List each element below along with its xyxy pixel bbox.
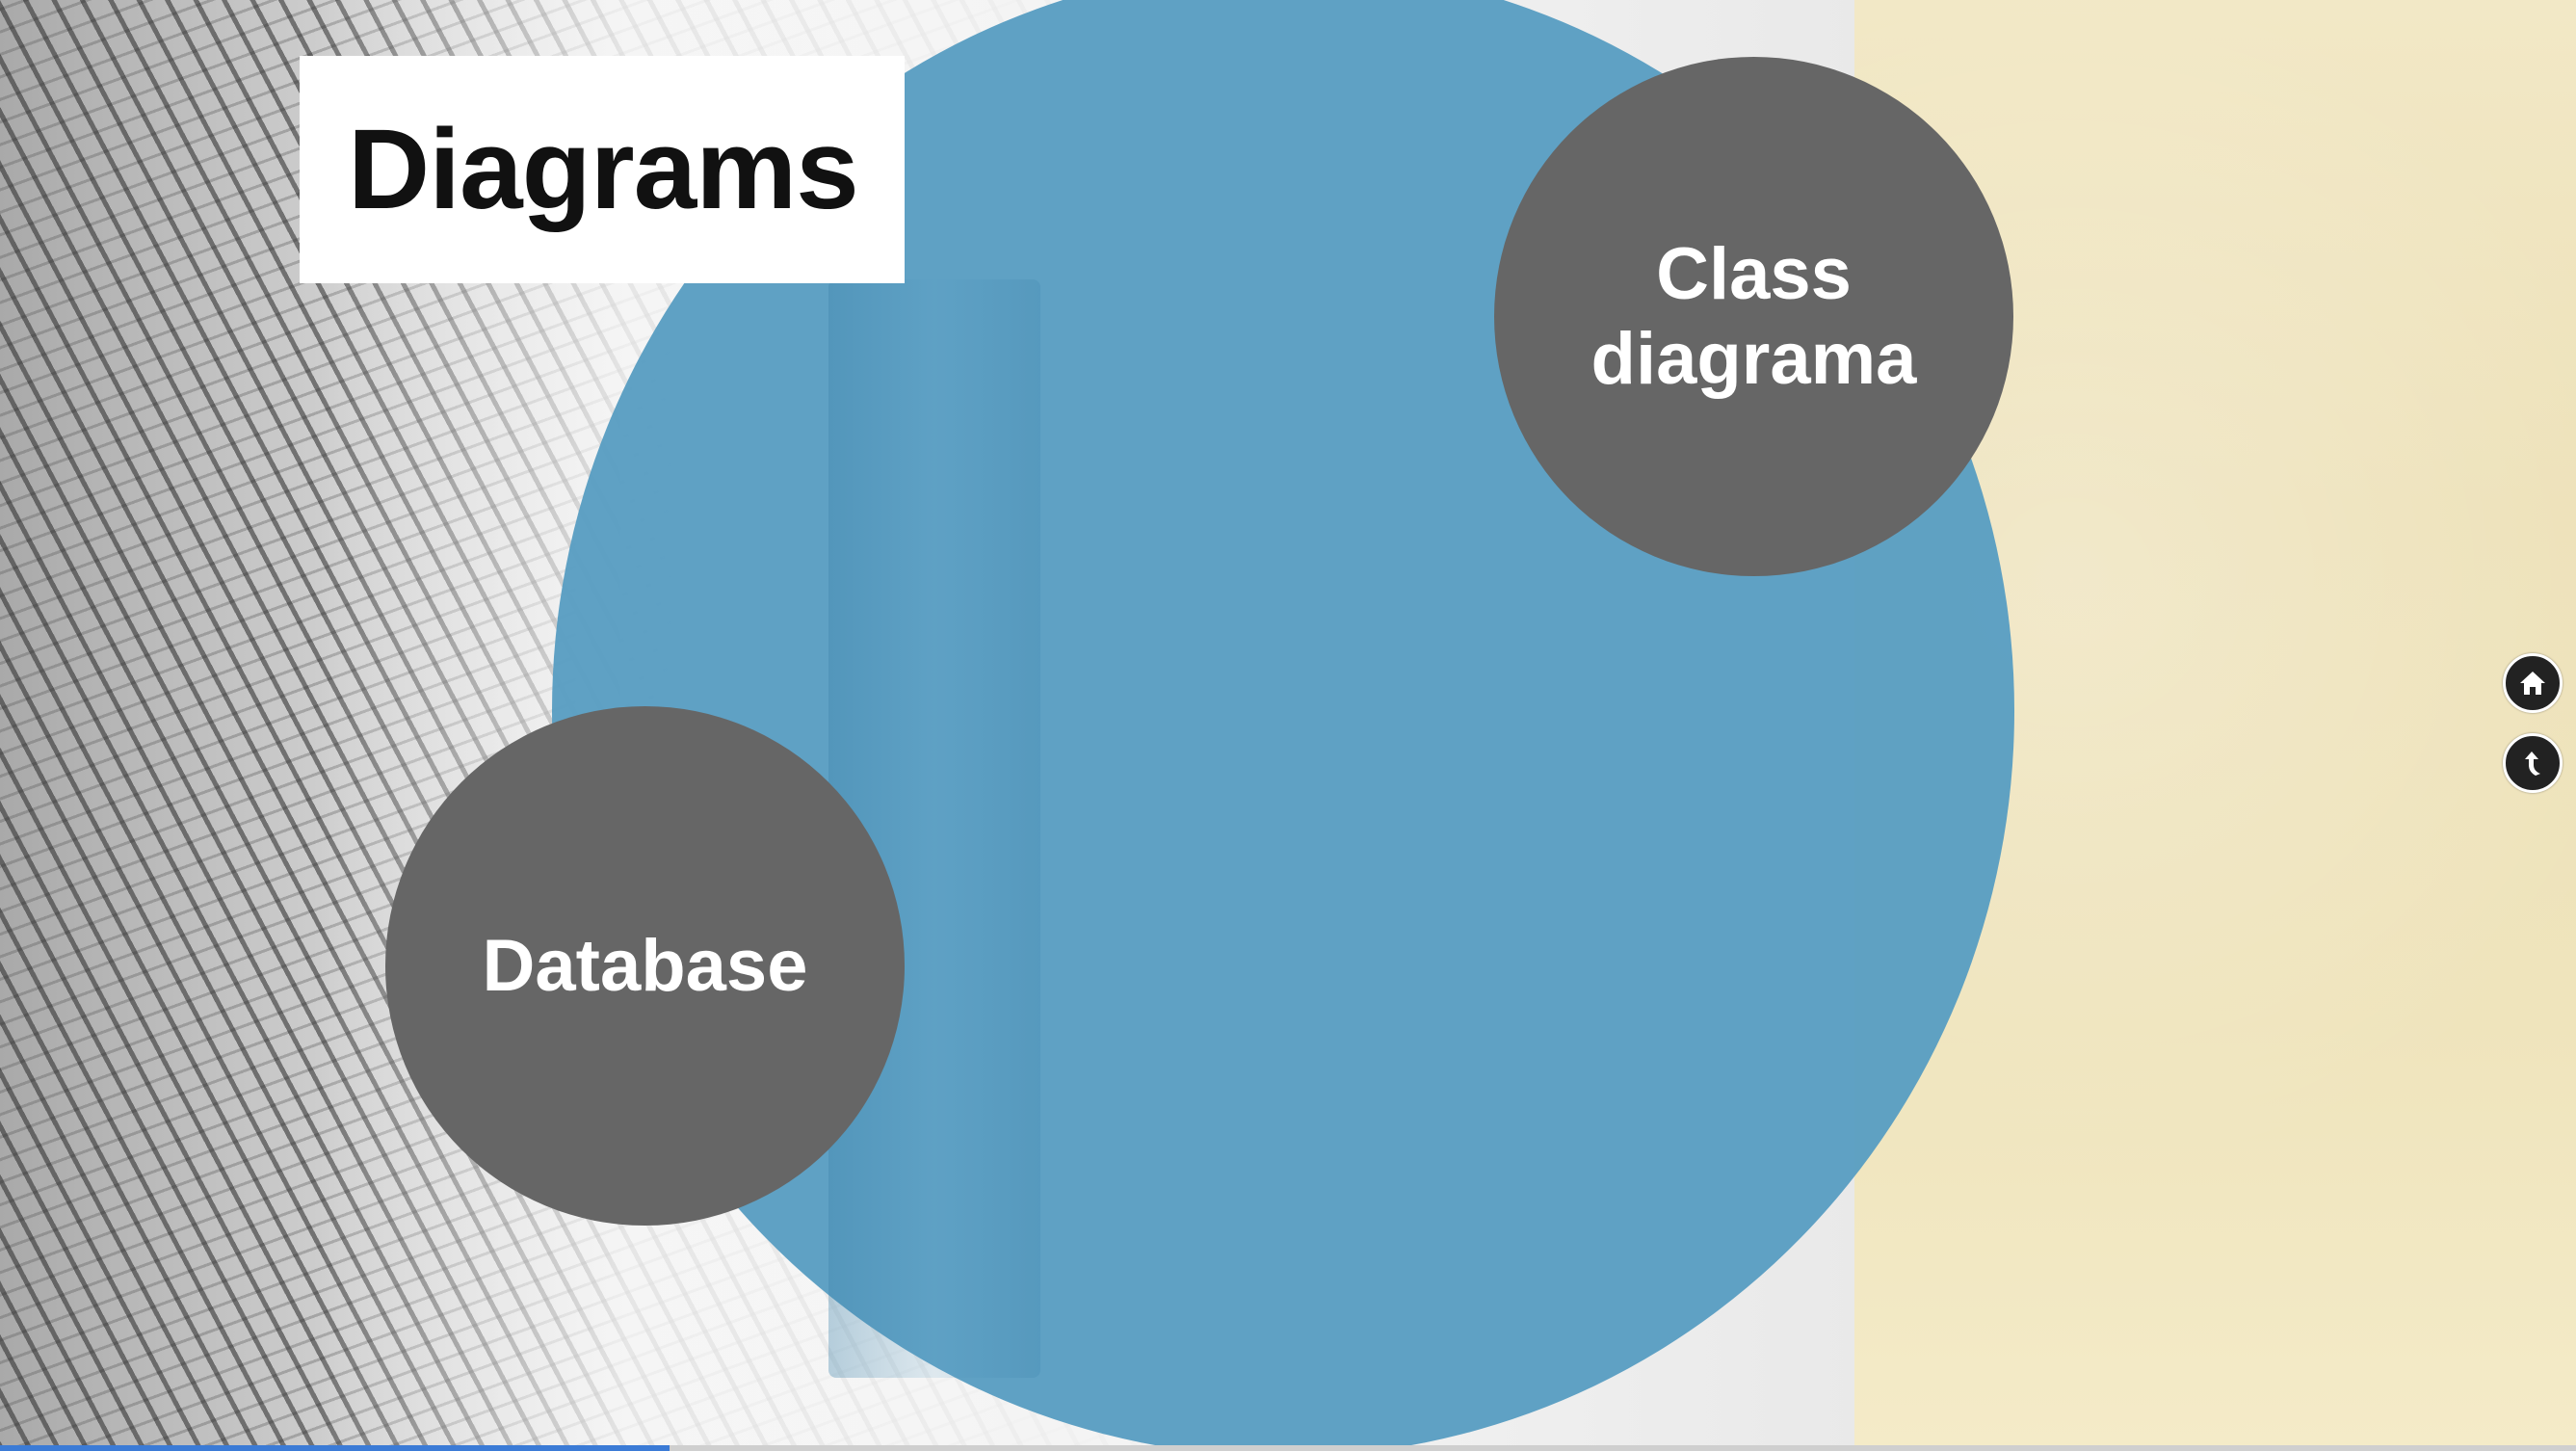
home-button[interactable] — [2503, 653, 2563, 713]
database-node[interactable]: Database — [385, 706, 905, 1226]
page-title: Diagrams — [348, 106, 859, 233]
home-icon — [2518, 670, 2547, 697]
class-diagram-label: Class diagrama — [1591, 232, 1917, 402]
progress-bar — [0, 1445, 2576, 1451]
class-diagram-label-line1: Class — [1656, 232, 1852, 315]
back-arrow-icon — [2519, 749, 2546, 778]
database-label: Database — [482, 924, 808, 1007]
title-card: Diagrams — [300, 56, 905, 283]
class-diagram-node[interactable]: Class diagrama — [1494, 57, 2013, 576]
back-button[interactable] — [2503, 733, 2563, 793]
class-diagram-label-line2: diagrama — [1590, 317, 1917, 400]
progress-bar-fill — [0, 1445, 670, 1451]
